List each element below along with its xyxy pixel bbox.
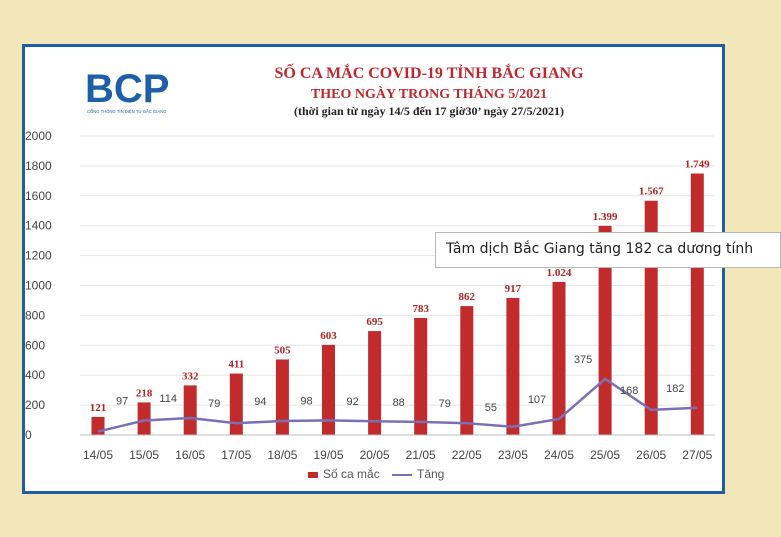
bar-value-label: 783: [412, 303, 429, 315]
bar-value-label: 917: [505, 283, 522, 295]
bar-value-label: 1.749: [685, 159, 710, 171]
bar: [414, 317, 428, 435]
chart-title: SỐ CA MẮC COVID-19 TỈNH BẮC GIANG: [274, 62, 584, 82]
y-tick-label: 1400: [25, 219, 52, 233]
y-tick-label: 600: [25, 338, 45, 352]
logo-subtitle: CỔNG THÔNG TIN ĐIỆN TỬ BẮC GIANG: [87, 109, 166, 114]
line-value-label: 97: [116, 395, 128, 407]
legend: Số ca mắc Tăng: [308, 466, 444, 481]
line-value-label: 114: [159, 393, 177, 405]
bcp-logo: BCP CỔNG THÔNG TIN ĐIỆN TỬ BẮC GIANG: [85, 67, 169, 114]
news-tooltip: Tâm dịch Bắc Giang tăng 182 ca dương tín…: [435, 232, 781, 268]
line-value-label: 375: [574, 354, 592, 366]
chart-subtitle: THEO NGÀY TRONG THÁNG 5/2021: [311, 85, 547, 102]
tooltip-text: Tâm dịch Bắc Giang tăng 182 ca dương tín…: [446, 241, 754, 257]
bar-value-label: 332: [182, 370, 199, 382]
bar-labels: 121 218 332 411 505 603 695 783 862 917 1.024 1.399…: [90, 159, 710, 414]
line-value-label: 182: [666, 383, 684, 395]
bar-value-label: 411: [228, 359, 244, 371]
x-tick-label: 18/05: [267, 448, 297, 462]
line-value-label: 98: [300, 395, 312, 407]
bar-value-label: 1.567: [639, 186, 664, 198]
bar: [690, 173, 704, 435]
x-tick-label: 16/05: [175, 448, 205, 462]
y-tick-label: 400: [25, 368, 45, 382]
line-value-label: 107: [528, 394, 546, 406]
increase-line: 97 114 79 94 98 92 88 79 55 107 375 168 182: [97, 354, 698, 433]
y-tick-label: 1000: [25, 279, 52, 293]
legend-bar-label: Số ca mắc: [323, 466, 380, 481]
x-tick-label: 19/05: [313, 448, 343, 462]
bar: [137, 402, 151, 435]
x-axis: 14/05 15/05 16/05 17/05 18/05 19/05 20/05 21/05…: [80, 434, 715, 462]
covid-chart: BCP CỔNG THÔNG TIN ĐIỆN TỬ BẮC GIANG SỐ …: [25, 62, 715, 481]
chart-frame: BCP CỔNG THÔNG TIN ĐIỆN TỬ BẮC GIANG SỐ …: [22, 44, 725, 494]
line-value-label: 94: [254, 396, 266, 408]
x-tick-label: 14/05: [83, 448, 113, 462]
x-tick-label: 25/05: [590, 448, 620, 462]
bar-value-label: 1.024: [547, 267, 572, 279]
line-value-label: 88: [393, 397, 405, 409]
line-value-label: 168: [620, 385, 638, 397]
x-tick-label: 27/05: [682, 448, 712, 462]
line-value-label: 55: [485, 402, 497, 414]
increase-series-line: [97, 377, 698, 433]
line-value-label: 92: [346, 396, 358, 408]
bar-value-label: 603: [320, 330, 337, 342]
y-tick-label: 1600: [25, 189, 52, 203]
x-tick-label: 22/05: [452, 448, 482, 462]
line-value-label: 79: [439, 398, 451, 410]
x-tick-label: 15/05: [129, 448, 159, 462]
x-tick-label: 20/05: [360, 448, 390, 462]
bar: [368, 331, 382, 435]
y-tick-label: 200: [25, 398, 45, 412]
bar: [229, 373, 243, 435]
x-tick-label: 24/05: [544, 448, 574, 462]
bar: [275, 359, 289, 435]
bar-value-label: 505: [274, 345, 291, 357]
bar: [506, 297, 520, 435]
bar: [460, 306, 474, 435]
y-tick-label: 2000: [25, 129, 52, 143]
legend-line-label: Tăng: [417, 467, 444, 481]
x-tick-label: 23/05: [498, 448, 528, 462]
y-tick-label: 1200: [25, 249, 52, 263]
y-tick-label: 800: [25, 308, 45, 322]
logo-text: BCP: [85, 67, 169, 111]
bar: [552, 281, 566, 435]
y-tick-label: 1800: [25, 159, 52, 173]
bar: [183, 385, 197, 435]
x-tick-label: 17/05: [221, 448, 251, 462]
bar-value-label: 695: [366, 316, 383, 328]
bar: [91, 416, 105, 435]
bar-value-label: 862: [459, 291, 476, 303]
chart-note: (thời gian từ ngày 14/5 đến 17 giờ30’ ng…: [294, 104, 564, 118]
line-value-label: 79: [208, 398, 220, 410]
bar-value-label: 1.399: [593, 211, 618, 223]
x-tick-label: 21/05: [406, 448, 436, 462]
bar-value-label: 218: [136, 387, 153, 399]
bar: [322, 344, 335, 435]
bar-value-label: 121: [90, 402, 107, 414]
legend-bar-swatch: [308, 472, 318, 478]
x-tick-label: 26/05: [636, 448, 666, 462]
y-tick-label: 0: [25, 428, 32, 442]
